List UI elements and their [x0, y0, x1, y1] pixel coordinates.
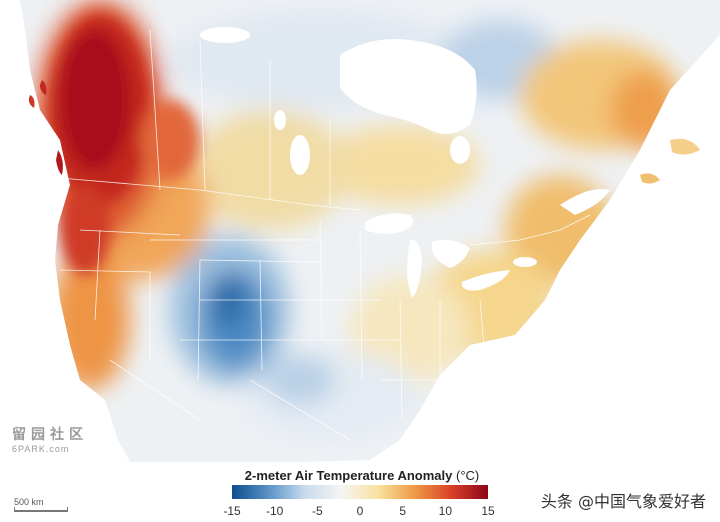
- lakes: [200, 27, 610, 298]
- coastal-islands: [28, 80, 700, 184]
- legend-tick: 5: [399, 504, 406, 518]
- legend-tick: -5: [311, 504, 323, 518]
- legend-tick: 0: [356, 504, 364, 518]
- scale-bar: [14, 507, 68, 512]
- legend-tick: 15: [481, 504, 495, 518]
- scale-bar-label: 500 km: [14, 497, 44, 507]
- legend-title-text: 2-meter Air Temperature Anomaly: [244, 468, 453, 483]
- source-credit: 头条 @中国气象爱好者: [540, 492, 706, 511]
- legend-unit: (°C): [455, 468, 480, 483]
- legend-tick: -10: [265, 504, 284, 518]
- legend-tick: -15: [223, 504, 241, 518]
- legend-title: 2-meter Air Temperature Anomaly (°C): [232, 468, 492, 483]
- watermark-english: 6PARK.com: [12, 444, 70, 454]
- watermark-chinese: 留园社区: [12, 427, 88, 443]
- legend-tick: 10: [438, 504, 453, 518]
- legend-color-bar: [232, 485, 488, 499]
